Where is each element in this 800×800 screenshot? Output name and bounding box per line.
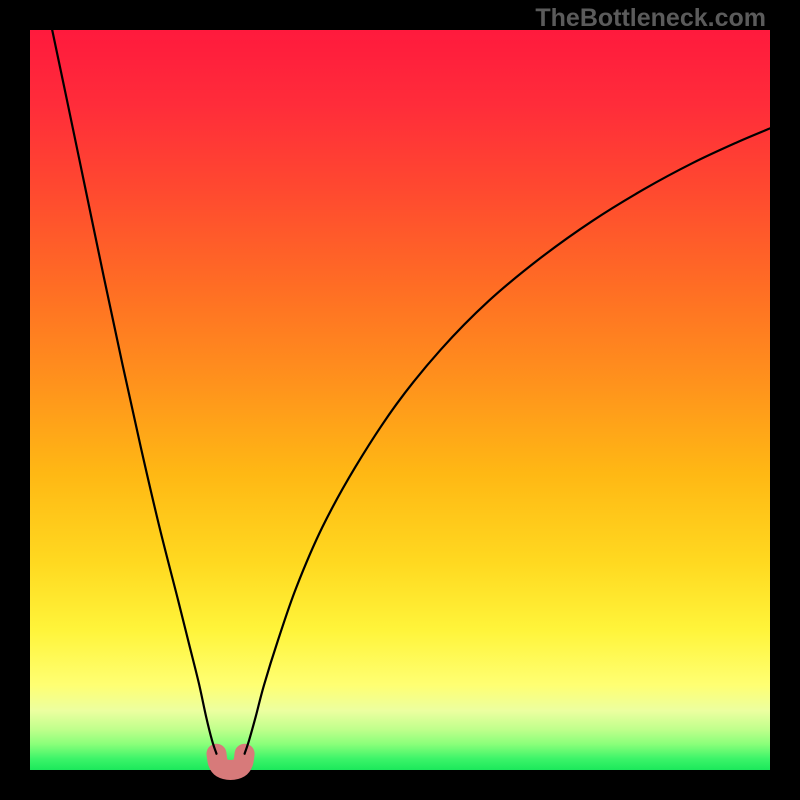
watermark-text: TheBottleneck.com <box>535 4 766 33</box>
chart-stage: TheBottleneck.com <box>0 0 800 800</box>
plot-background <box>30 30 770 770</box>
